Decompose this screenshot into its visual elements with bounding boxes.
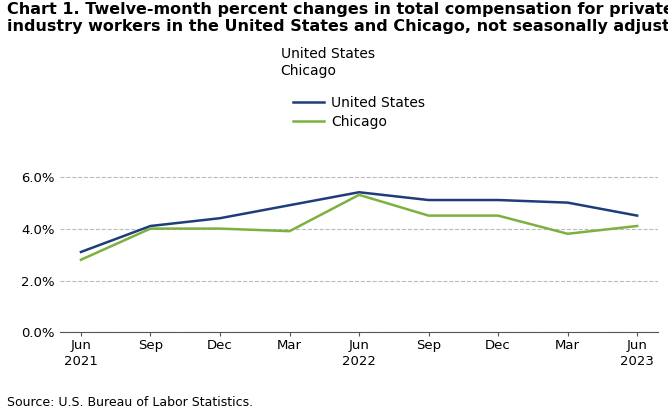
Chicago (494, 213, 502, 218)
United States (494, 197, 502, 202)
Line: Chicago: Chicago (81, 195, 637, 260)
United States (355, 190, 363, 195)
Chicago (633, 223, 641, 228)
Text: industry workers in the United States and Chicago, not seasonally adjusted: industry workers in the United States an… (7, 19, 668, 33)
United States (216, 216, 224, 221)
Chicago (77, 257, 85, 262)
United States (77, 249, 85, 254)
Line: United States: United States (81, 192, 637, 252)
Chicago (216, 226, 224, 231)
Chicago (564, 231, 572, 236)
Text: United States: United States (281, 47, 375, 62)
Text: Source: U.S. Bureau of Labor Statistics.: Source: U.S. Bureau of Labor Statistics. (7, 396, 253, 409)
Chicago (355, 192, 363, 197)
United States (564, 200, 572, 205)
Text: Chicago: Chicago (281, 64, 337, 78)
United States (425, 197, 433, 202)
United States (633, 213, 641, 218)
Chicago (425, 213, 433, 218)
Chicago (285, 229, 293, 234)
United States (146, 223, 154, 228)
United States (285, 203, 293, 208)
Chicago (146, 226, 154, 231)
Legend: United States, Chicago: United States, Chicago (293, 96, 425, 129)
Text: Chart 1. Twelve-month percent changes in total compensation for private: Chart 1. Twelve-month percent changes in… (7, 2, 668, 17)
